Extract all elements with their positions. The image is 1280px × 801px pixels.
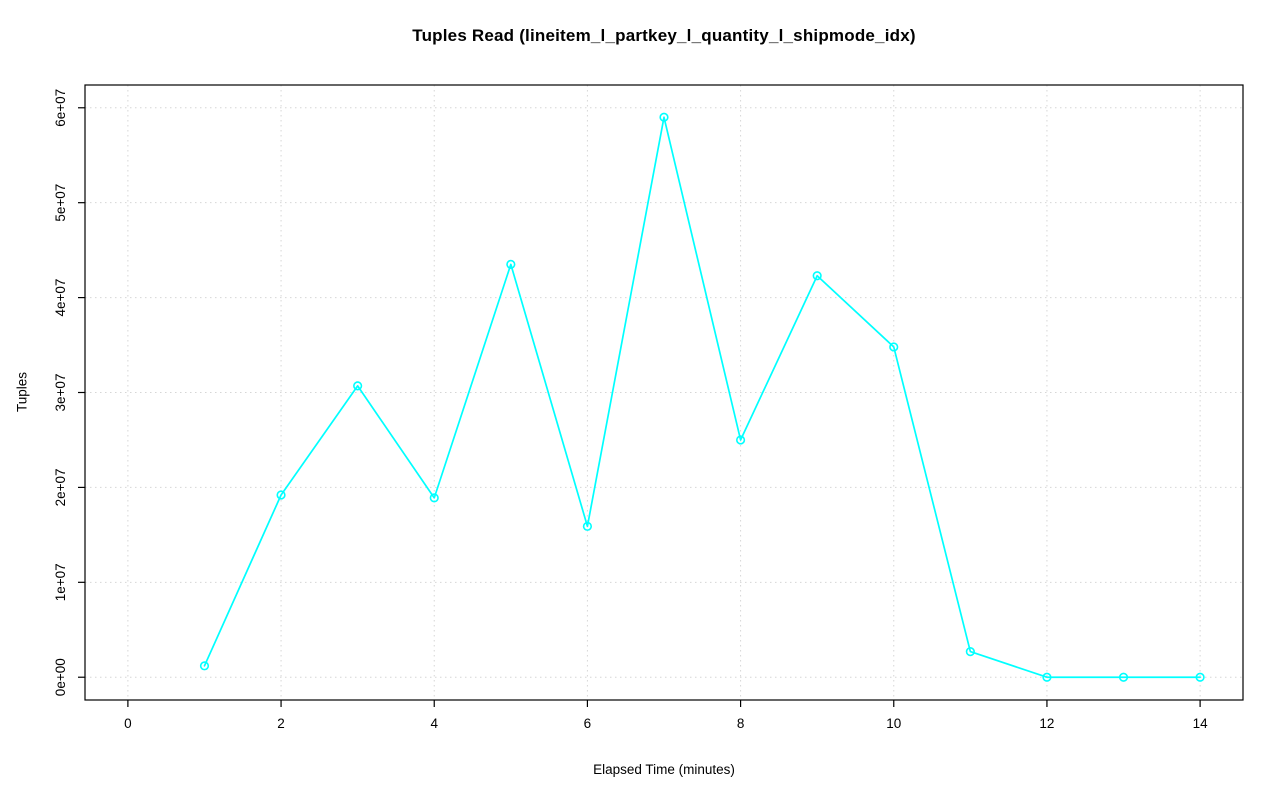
x-tick-label: 2 <box>277 716 285 731</box>
y-tick-label: 5e+07 <box>53 184 68 222</box>
data-point <box>1042 672 1052 682</box>
y-tick-label: 6e+07 <box>53 89 68 127</box>
data-point <box>506 259 516 269</box>
data-point <box>1195 672 1205 682</box>
data-point <box>659 112 669 122</box>
x-tick-label: 8 <box>737 716 745 731</box>
x-tick-label: 0 <box>124 716 132 731</box>
y-tick-label: 4e+07 <box>53 279 68 317</box>
x-tick-label: 6 <box>584 716 592 731</box>
data-point <box>889 342 899 352</box>
data-point <box>353 381 363 391</box>
x-tick-label: 4 <box>430 716 438 731</box>
chart-title: Tuples Read (lineitem_l_partkey_l_quanti… <box>412 26 916 45</box>
data-point <box>812 271 822 281</box>
data-point <box>965 646 975 657</box>
x-tick-label: 12 <box>1039 716 1054 731</box>
x-tick-label: 14 <box>1193 716 1209 731</box>
data-point <box>735 435 746 445</box>
data-point <box>582 521 593 531</box>
y-tick-label: 1e+07 <box>53 563 68 601</box>
y-tick-label: 2e+07 <box>53 468 68 506</box>
data-point <box>429 493 439 503</box>
plot-border <box>84 84 1244 701</box>
x-axis-title: Elapsed Time (minutes) <box>593 762 735 777</box>
y-axis-title: Tuples <box>14 371 30 413</box>
y-tick-label: 0e+00 <box>53 658 68 696</box>
data-line <box>203 116 1201 679</box>
y-tick-label: 3e+07 <box>53 374 68 412</box>
data-point <box>199 661 210 671</box>
data-point <box>1118 672 1129 682</box>
x-tick-label: 10 <box>886 716 901 731</box>
data-point <box>276 490 286 500</box>
